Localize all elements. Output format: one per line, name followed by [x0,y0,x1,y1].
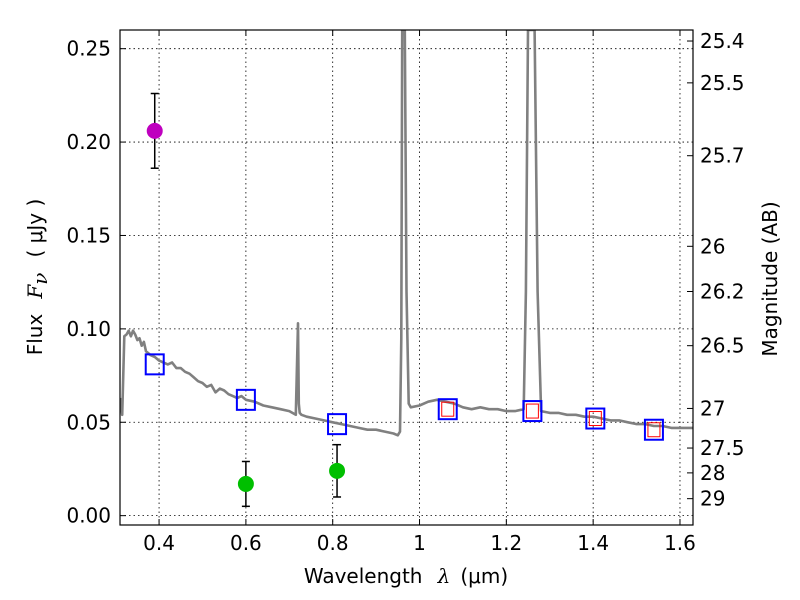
observed-point [237,475,254,492]
x-tick-label: 0.6 [230,531,262,555]
y2-tick-label: 28 [700,461,725,485]
x-tick-label: 1 [413,531,426,555]
y2-tick-label: 29 [700,487,725,511]
model-flux-square [522,400,543,423]
y2-tick-label: 26.5 [700,334,745,358]
sed-curve [120,30,693,437]
model-flux-square [144,353,165,376]
y2-tick-label: 26 [700,234,725,258]
inner-red-square [525,403,539,419]
model-flux-square [643,418,664,441]
inner-red-square [588,411,602,427]
y-tick-label: 0.10 [66,317,111,341]
x-tick-label: 0.8 [317,531,349,555]
inner-red-square [441,401,455,417]
plot-frame [119,29,694,526]
y2-tick-label: 25.5 [700,71,745,95]
grid [120,30,693,525]
x-axis-label: Wavelength λ (μm) [304,564,508,588]
model-flux-square [327,413,348,436]
y2-tick-label: 26.2 [700,280,745,304]
y2-tick-label: 25.7 [700,144,745,168]
ticks [120,30,693,525]
x-tick-label: 1.2 [490,531,522,555]
y-tick-label: 0.25 [66,37,111,61]
observed-point [146,122,163,139]
tick-labels: 0.4 0.6 0.8 1 1.2 1.4 1.6 0.00 0.05 0.10 0.15 0.20 0… [66,29,744,555]
x-tick-label: 1.6 [664,531,696,555]
y-tick-label: 0.15 [66,223,111,247]
model-flux-square [437,398,458,421]
y2-axis-label: Magnitude (AB) [758,201,782,356]
y-axis-label: Flux Fν ( μJy ) [23,199,52,356]
sed-layer [120,30,693,437]
markers [144,92,664,508]
x-tick-label: 1.4 [577,531,609,555]
x-tick-label: 0.4 [143,531,175,555]
model-flux-square [235,388,256,411]
y-tick-label: 0.05 [66,410,111,434]
inner-red-square [647,422,661,438]
y-tick-label: 0.20 [66,130,111,154]
y-tick-label: 0.00 [66,504,111,528]
y2-tick-label: 27 [700,396,725,420]
model-flux-square [585,407,606,430]
y2-tick-label: 25.4 [700,29,745,53]
y2-tick-label: 27.5 [700,436,745,460]
observed-point [329,462,346,479]
